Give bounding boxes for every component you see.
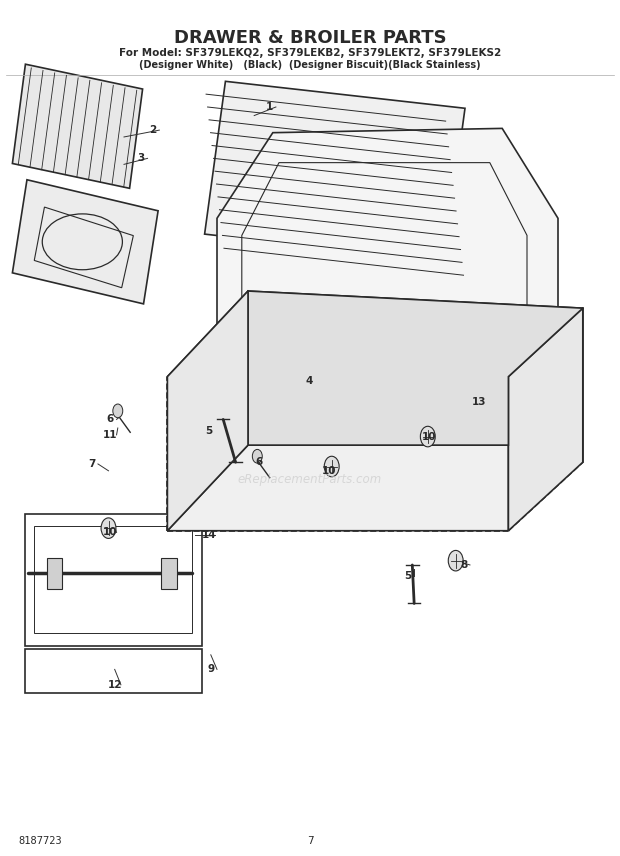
Text: 2: 2 (149, 125, 157, 135)
Bar (25, 514, 202, 646)
Text: 4: 4 (305, 376, 312, 386)
Text: 8187723: 8187723 (19, 835, 63, 846)
Text: eReplacementParts.com: eReplacementParts.com (238, 473, 382, 486)
Polygon shape (205, 81, 465, 261)
Bar (25, 649, 202, 693)
Circle shape (420, 426, 435, 447)
Bar (46, 558, 62, 589)
Circle shape (113, 404, 123, 418)
Circle shape (448, 550, 463, 571)
Text: (Designer White)   (Black)  (Designer Biscuit)(Black Stainless): (Designer White) (Black) (Designer Biscu… (139, 60, 481, 70)
Text: 6: 6 (107, 414, 114, 425)
Text: 5: 5 (404, 571, 412, 581)
Text: For Model: SF379LEKQ2, SF379LEKB2, SF379LEKT2, SF379LEKS2: For Model: SF379LEKQ2, SF379LEKB2, SF379… (119, 48, 501, 58)
Text: 6: 6 (255, 457, 263, 467)
Text: 13: 13 (471, 397, 486, 407)
Polygon shape (508, 308, 583, 531)
Text: 10: 10 (103, 527, 118, 538)
Text: 7: 7 (307, 835, 313, 846)
Bar (161, 558, 177, 589)
Circle shape (101, 518, 116, 538)
Text: 7: 7 (88, 459, 95, 469)
Text: 9: 9 (207, 664, 215, 675)
Text: 10: 10 (422, 431, 436, 442)
Text: 1: 1 (266, 102, 273, 112)
Polygon shape (12, 180, 158, 304)
Bar (34, 526, 192, 633)
Text: DRAWER & BROILER PARTS: DRAWER & BROILER PARTS (174, 28, 446, 47)
Text: 3: 3 (138, 153, 145, 163)
Polygon shape (167, 445, 508, 531)
Polygon shape (167, 291, 248, 531)
Text: 12: 12 (107, 680, 122, 690)
Polygon shape (248, 291, 583, 445)
Text: 14: 14 (202, 530, 216, 540)
Text: 10: 10 (321, 466, 336, 476)
Polygon shape (12, 64, 143, 188)
Text: 8: 8 (460, 560, 467, 570)
Circle shape (252, 449, 262, 463)
Polygon shape (217, 128, 558, 432)
Circle shape (324, 456, 339, 477)
Text: 5: 5 (205, 425, 213, 436)
Text: 11: 11 (103, 430, 118, 440)
